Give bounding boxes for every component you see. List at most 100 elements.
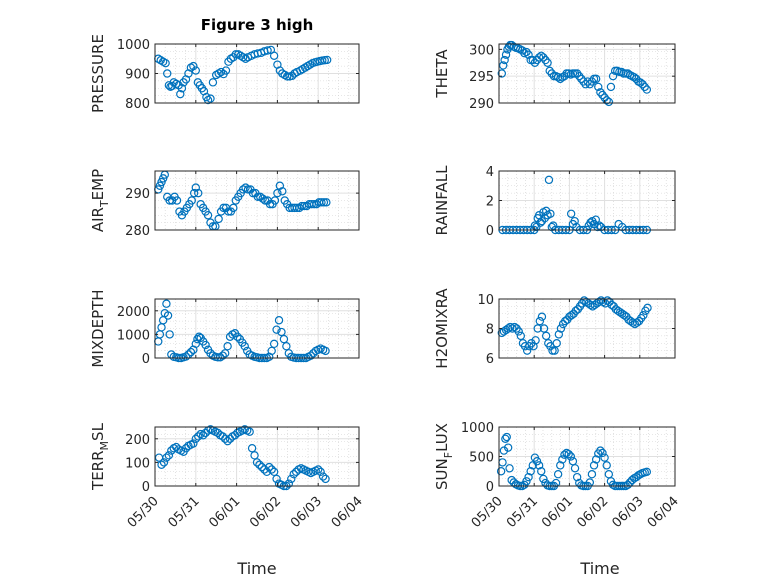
data-point	[627, 475, 637, 485]
data-point	[632, 472, 641, 482]
data-point	[602, 96, 611, 105]
data-point	[585, 80, 595, 89]
data-point	[530, 58, 540, 67]
y-tick-label: 6	[486, 352, 494, 367]
data-point	[552, 339, 561, 348]
data-point	[600, 453, 609, 462]
data-point	[191, 434, 200, 443]
data-point	[547, 69, 557, 78]
panel-theta: 290 295 300 THETA	[433, 40, 676, 112]
data-point	[252, 458, 262, 467]
data-point	[602, 461, 611, 470]
y-tick-label: 280	[125, 224, 150, 239]
data-point	[272, 325, 281, 334]
data-point	[606, 82, 616, 92]
data-point	[535, 316, 545, 326]
axes-box	[154, 298, 360, 359]
data-point	[608, 71, 618, 81]
data-point	[572, 69, 582, 78]
y-tick-label: 0	[486, 480, 494, 495]
y-tick-label: 2	[486, 195, 494, 210]
data-point	[558, 455, 567, 464]
y-tick-label: 2000	[117, 305, 150, 320]
data-point	[287, 474, 296, 484]
data-point	[570, 216, 579, 226]
data-point	[566, 452, 576, 461]
data-point	[162, 453, 171, 462]
data-point	[598, 448, 607, 458]
data-point	[501, 50, 511, 59]
data-point	[589, 461, 599, 470]
data-point	[565, 312, 574, 321]
data-point	[240, 342, 249, 351]
data-point	[282, 342, 291, 351]
data-point	[177, 84, 187, 93]
data-point	[643, 303, 652, 313]
y-tick-label: 300	[469, 43, 494, 58]
data-point	[206, 94, 215, 103]
data-point	[587, 470, 597, 479]
data-point	[189, 439, 198, 448]
data-point	[553, 73, 563, 82]
y-axis-label: TERRMSL	[89, 422, 111, 491]
data-point	[172, 196, 182, 205]
data-point	[164, 451, 174, 460]
y-tick-label: 500	[469, 451, 494, 466]
y-tick-label: 1000	[117, 328, 150, 343]
x-tick-label: 06/01	[539, 494, 576, 531]
data-point	[255, 460, 264, 469]
data-point	[194, 332, 204, 341]
data-point	[629, 73, 639, 82]
data-point	[560, 316, 570, 326]
data-point	[213, 353, 223, 362]
panel-h2omixra: 6 8 10 H2OMIXRA	[433, 288, 676, 369]
data-point	[269, 51, 279, 61]
data-point	[499, 61, 508, 70]
data-point	[541, 331, 551, 341]
data-point	[607, 300, 616, 310]
x-tick-label: 06/02	[247, 494, 284, 531]
data-point	[269, 467, 279, 477]
axes-box	[154, 170, 360, 231]
axes-box	[154, 426, 360, 487]
data-point	[522, 346, 532, 355]
y-tick-label: 290	[125, 187, 150, 202]
data-point	[321, 474, 330, 484]
data-point	[272, 474, 281, 484]
x-tick-label: 06/01	[206, 494, 243, 531]
data-point	[499, 446, 509, 455]
data-point	[594, 297, 604, 307]
data-point	[499, 327, 509, 336]
data-point	[289, 470, 298, 479]
data-point	[593, 222, 602, 232]
data-point	[502, 432, 511, 442]
data-point	[567, 311, 576, 320]
y-tick-label: 900	[125, 68, 150, 83]
data-point	[278, 187, 287, 196]
data-point	[496, 467, 506, 476]
data-point	[220, 349, 230, 358]
y-tick-label: 200	[125, 433, 150, 448]
data-point	[194, 432, 203, 441]
data-point	[613, 306, 623, 315]
data-point	[316, 467, 325, 477]
x-tick-label: 06/04	[645, 494, 682, 531]
data-point	[582, 297, 591, 307]
data-point	[501, 325, 511, 335]
data-point	[591, 455, 601, 464]
data-point	[598, 90, 607, 100]
data-point	[524, 50, 533, 59]
data-point	[592, 299, 602, 308]
data-point	[564, 449, 573, 459]
data-point	[570, 464, 580, 473]
data-point	[556, 461, 565, 470]
data-point	[241, 183, 250, 192]
data-point	[500, 55, 509, 65]
y-axis-label: H2OMIXRA	[433, 288, 451, 369]
data-point	[630, 319, 640, 329]
data-point	[620, 311, 629, 320]
data-point	[497, 328, 507, 338]
y-axis-label: RAINFALL	[433, 165, 451, 236]
data-point	[537, 312, 547, 321]
